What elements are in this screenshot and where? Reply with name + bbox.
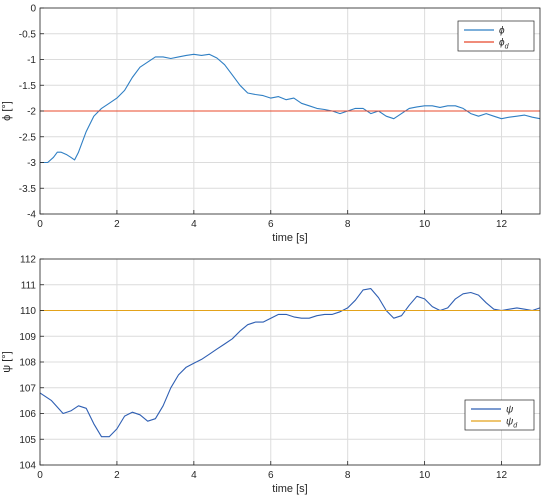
legend-symbol: ϕ: [499, 26, 505, 37]
x-tick-label: 12: [496, 470, 508, 481]
legend-entry-label: ϕ: [499, 26, 505, 37]
legend-box: [457, 20, 535, 52]
y-tick-label: 105: [19, 435, 36, 446]
y-tick-label: 104: [19, 461, 36, 472]
legend-symbol: ϕ: [499, 38, 505, 49]
y-tick-label: 106: [19, 409, 36, 420]
x-tick-label: 0: [37, 470, 43, 481]
legend-symbol: ψ: [506, 417, 514, 428]
x-tick-label: 8: [345, 219, 351, 230]
y-tick-label: 110: [20, 306, 36, 317]
x-tick-label: 2: [114, 219, 120, 230]
legend-symbol: ψ: [506, 405, 514, 416]
x-tick-label: 10: [419, 219, 431, 230]
x-tick-label: 0: [37, 219, 43, 230]
x-tick-label: 12: [496, 219, 508, 230]
roll-angle-axes: 0 2 4 6 8 10 12 -4 -3.5 -3 -2.5 -2 -1.5 -1 -0.5 0 time […: [1, 4, 541, 244]
y-tick-label: -1: [27, 55, 36, 66]
legend-entry-label: ψ: [506, 405, 514, 416]
legend-entry-label: ψd: [506, 417, 518, 430]
series-line-measured: [40, 53, 541, 164]
y-tick-label: -4: [27, 210, 36, 221]
y-tick-label: 112: [20, 255, 36, 266]
y-tick-label: 111: [21, 280, 37, 291]
x-tick-label: 6: [268, 470, 274, 481]
legend-subscript: d: [513, 423, 518, 430]
legend-entry-label: ϕd: [499, 38, 510, 51]
x-axis-label: time [s]: [272, 483, 307, 495]
y-tick-label: 108: [19, 358, 36, 369]
y-tick-label: 109: [19, 332, 36, 343]
y-tick-label: -3.5: [19, 184, 37, 195]
y-axis-label: ϕ [°]: [1, 101, 13, 121]
y-tick-label: -1.5: [19, 81, 37, 92]
series-line-measured: [39, 288, 541, 438]
y-tick-label: -2: [27, 107, 36, 118]
x-tick-label: 8: [345, 470, 351, 481]
x-tick-label: 10: [419, 470, 431, 481]
legend-subscript: d: [505, 44, 510, 51]
y-axis-label: ψ [°]: [1, 351, 13, 372]
legend-box: [464, 399, 535, 431]
y-tick-label: -0.5: [19, 29, 37, 40]
x-axis-label: time [s]: [272, 232, 307, 244]
x-tick-label: 2: [114, 470, 120, 481]
x-tick-label: 4: [191, 219, 197, 230]
x-tick-label: 4: [191, 470, 197, 481]
y-tick-label: 0: [30, 4, 36, 15]
yaw-angle-axes: 0 2 4 6 8 10 12 104 105 106 107 108 109 110 111 112 time…: [1, 255, 541, 495]
y-tick-label: 107: [19, 383, 36, 394]
y-tick-label: -3: [27, 158, 36, 169]
x-tick-label: 6: [268, 219, 274, 230]
y-tick-label: -2.5: [19, 132, 37, 143]
